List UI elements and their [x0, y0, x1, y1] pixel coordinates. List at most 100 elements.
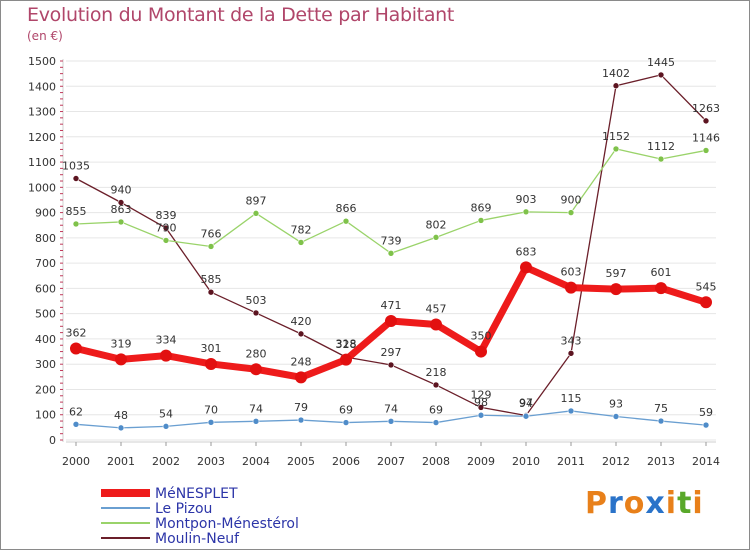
data-point	[72, 421, 80, 428]
data-label: 318	[336, 338, 357, 351]
data-label: 319	[111, 337, 132, 350]
data-label: 1263	[692, 102, 720, 115]
x-tick-label: 2002	[152, 455, 180, 468]
data-label: 69	[339, 404, 353, 417]
series-m-nesplet: 362 319 334 301 280 248 318 471 457 350 683 603 597 6…	[66, 245, 717, 384]
data-point	[250, 363, 262, 376]
data-point	[72, 220, 80, 228]
y-tick-label: 500	[35, 308, 56, 321]
x-tick-label: 2007	[377, 455, 405, 468]
data-point	[387, 418, 395, 425]
y-tick-label: 100	[35, 409, 56, 422]
data-label: 362	[66, 327, 87, 340]
x-tick-label: 2009	[467, 455, 495, 468]
data-label: 62	[69, 405, 83, 418]
data-point	[702, 117, 710, 125]
data-point	[162, 237, 170, 244]
data-point	[567, 350, 575, 357]
data-point	[567, 209, 575, 216]
data-label: 866	[336, 202, 357, 215]
data-point	[160, 349, 172, 362]
data-label: 115	[561, 392, 582, 405]
x-tick-label: 2003	[197, 455, 225, 468]
data-label: 218	[426, 366, 447, 379]
x-tick-label: 2000	[62, 455, 90, 468]
data-label: 75	[654, 402, 668, 415]
data-point	[387, 249, 395, 257]
data-point	[252, 210, 260, 217]
legend-label: Moulin-Neuf	[155, 531, 240, 547]
data-point	[565, 281, 577, 294]
data-point	[702, 147, 710, 154]
data-label: 297	[381, 346, 402, 359]
data-point	[205, 357, 217, 370]
data-label: 839	[156, 209, 177, 222]
data-label: 585	[201, 273, 222, 286]
data-point	[207, 243, 215, 250]
x-tick-label: 2012	[602, 455, 630, 468]
y-tick-label: 1100	[28, 156, 56, 169]
data-label: 903	[516, 193, 537, 206]
data-label: 420	[291, 315, 312, 328]
data-point	[252, 418, 260, 425]
legend-label: Montpon-Ménestérol	[155, 516, 299, 532]
data-point	[612, 82, 620, 90]
data-point	[117, 218, 125, 226]
data-label: 74	[249, 402, 263, 415]
data-label: 897	[246, 194, 267, 207]
data-point	[430, 318, 442, 331]
data-point	[477, 217, 485, 224]
y-tick-label: 700	[35, 257, 56, 270]
data-label: 350	[471, 330, 492, 343]
data-point	[432, 381, 440, 389]
data-label: 97	[519, 396, 533, 409]
data-label: 471	[381, 299, 402, 312]
data-point	[432, 419, 440, 426]
data-point	[342, 217, 350, 225]
chart-subtitle: (en €)	[27, 29, 63, 43]
legend-label: Le Pizou	[155, 501, 212, 517]
x-tick-label: 2006	[332, 455, 360, 468]
data-label: 343	[561, 334, 582, 347]
data-label: 1445	[647, 56, 675, 69]
logo-letter: t	[677, 486, 693, 521]
chart-title: Evolution du Montant de la Dette par Hab…	[27, 4, 455, 26]
data-point	[162, 423, 170, 430]
data-label: 129	[471, 388, 492, 401]
data-label: 766	[201, 227, 222, 240]
x-tick-label: 2005	[287, 455, 315, 468]
data-label: 739	[381, 234, 402, 247]
data-label: 54	[159, 407, 173, 420]
data-point	[702, 421, 710, 429]
y-tick-label: 1300	[28, 106, 56, 119]
data-label: 601	[651, 266, 672, 279]
data-point	[387, 361, 395, 369]
data-label: 503	[246, 294, 267, 307]
data-point	[477, 411, 485, 419]
data-point	[340, 353, 352, 366]
logo-letter: i	[692, 486, 704, 521]
data-label: 790	[156, 221, 177, 234]
x-tick-label: 2014	[692, 455, 720, 468]
data-label: 74	[384, 402, 398, 415]
data-point	[522, 208, 530, 216]
data-label: 1146	[692, 131, 720, 144]
x-tick-label: 2008	[422, 455, 450, 468]
data-point	[72, 175, 80, 182]
data-point	[385, 314, 397, 327]
x-tick-label: 2004	[242, 455, 270, 468]
data-point	[612, 145, 620, 153]
data-point	[432, 234, 440, 241]
data-point	[655, 282, 667, 295]
data-label: 48	[114, 409, 128, 422]
data-label: 70	[204, 403, 218, 416]
data-label: 940	[111, 183, 132, 196]
proxiti-logo: Proxiti	[585, 486, 704, 521]
data-point	[117, 199, 125, 206]
y-tick-label: 400	[35, 333, 56, 346]
data-point	[612, 413, 620, 420]
data-point	[342, 419, 350, 426]
data-point	[297, 416, 305, 424]
data-label: 597	[606, 267, 627, 280]
